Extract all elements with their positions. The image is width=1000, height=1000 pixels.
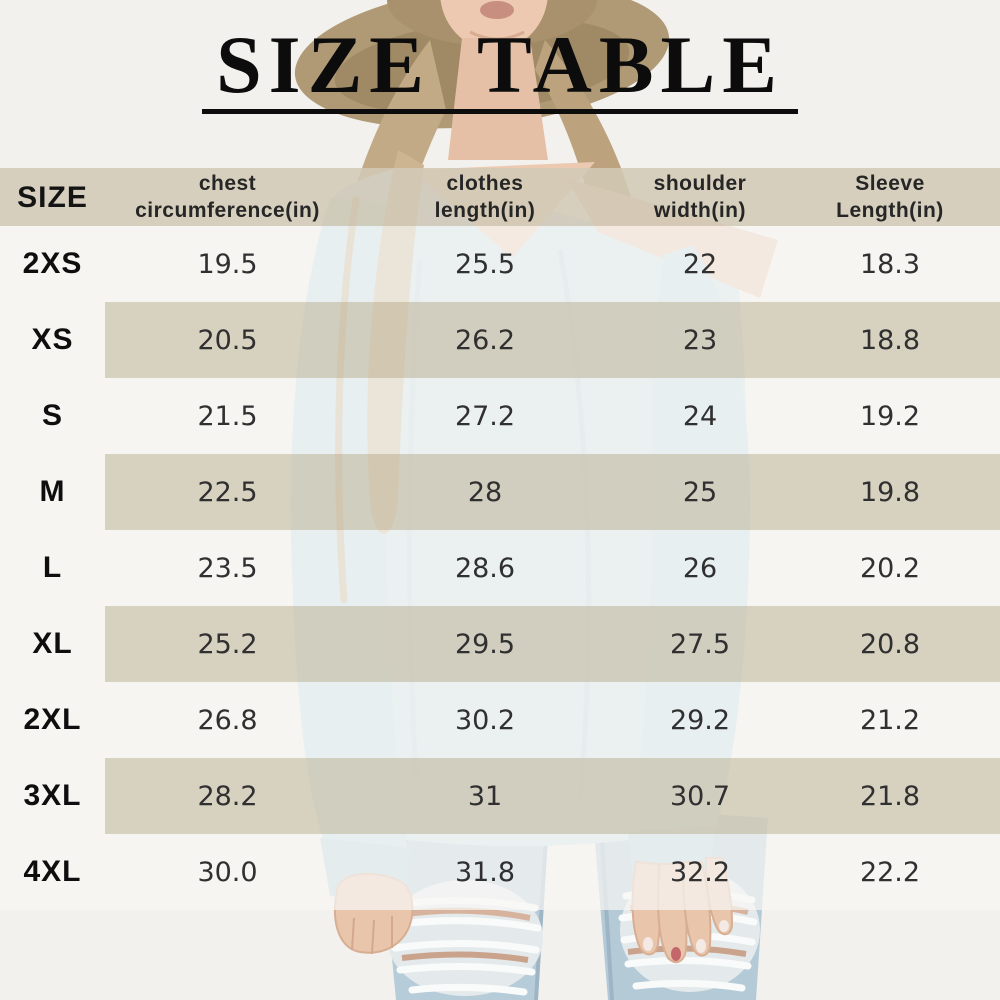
value-cell: 20.2 [780,530,1000,606]
table-row: M 22.5 28 25 19.8 [0,454,1000,530]
size-cell: 4XL [0,834,105,910]
value-cell: 30.7 [620,758,780,834]
value-cell: 31.8 [350,834,620,910]
value-cell: 18.8 [780,302,1000,378]
size-cell: 2XS [0,226,105,302]
title-block: SIZE TABLE [0,24,1000,114]
table-row: 3XL 28.2 31 30.7 21.8 [0,758,1000,834]
header-cell-size: SIZE [0,168,105,226]
size-cell: S [0,378,105,454]
value-cell: 32.2 [620,834,780,910]
size-cell: XL [0,606,105,682]
table-row: L 23.5 28.6 26 20.2 [0,530,1000,606]
header-cell-length: clothes length(in) [350,168,620,226]
value-cell: 23.5 [105,530,350,606]
header-cell-chest: chest circumference(in) [105,168,350,226]
size-cell: 3XL [0,758,105,834]
table-row: XS 20.5 26.2 23 18.8 [0,302,1000,378]
size-cell: 2XL [0,682,105,758]
value-cell: 29.2 [620,682,780,758]
table-row: S 21.5 27.2 24 19.2 [0,378,1000,454]
value-cell: 19.8 [780,454,1000,530]
table-row: 2XS 19.5 25.5 22 18.3 [0,226,1000,302]
size-cell: L [0,530,105,606]
page-title: SIZE TABLE [216,19,784,110]
value-cell: 22.2 [780,834,1000,910]
value-cell: 26.8 [105,682,350,758]
table-row: 4XL 30.0 31.8 32.2 22.2 [0,834,1000,910]
value-cell: 31 [350,758,620,834]
size-cell: M [0,454,105,530]
value-cell: 25.2 [105,606,350,682]
value-cell: 29.5 [350,606,620,682]
value-cell: 22 [620,226,780,302]
value-cell: 21.5 [105,378,350,454]
size-cell: XS [0,302,105,378]
value-cell: 18.3 [780,226,1000,302]
value-cell: 30.0 [105,834,350,910]
value-cell: 26 [620,530,780,606]
header-cell-sleeve: Sleeve Length(in) [780,168,1000,226]
value-cell: 28 [350,454,620,530]
value-cell: 25.5 [350,226,620,302]
value-cell: 25 [620,454,780,530]
value-cell: 28.2 [105,758,350,834]
header-cell-shoulder: shoulder width(in) [620,168,780,226]
value-cell: 20.8 [780,606,1000,682]
value-cell: 20.5 [105,302,350,378]
value-cell: 21.2 [780,682,1000,758]
table-row: XL 25.2 29.5 27.5 20.8 [0,606,1000,682]
value-cell: 28.6 [350,530,620,606]
value-cell: 30.2 [350,682,620,758]
value-cell: 21.8 [780,758,1000,834]
table-row: 2XL 26.8 30.2 29.2 21.2 [0,682,1000,758]
value-cell: 27.5 [620,606,780,682]
value-cell: 26.2 [350,302,620,378]
value-cell: 24 [620,378,780,454]
face-graphic [440,0,548,160]
value-cell: 22.5 [105,454,350,530]
value-cell: 27.2 [350,378,620,454]
value-cell: 23 [620,302,780,378]
table-header-row: SIZE chest circumference(in) clothes len… [0,168,1000,226]
size-table: SIZE chest circumference(in) clothes len… [0,168,1000,910]
title-underline [202,109,798,114]
value-cell: 19.5 [105,226,350,302]
value-cell: 19.2 [780,378,1000,454]
